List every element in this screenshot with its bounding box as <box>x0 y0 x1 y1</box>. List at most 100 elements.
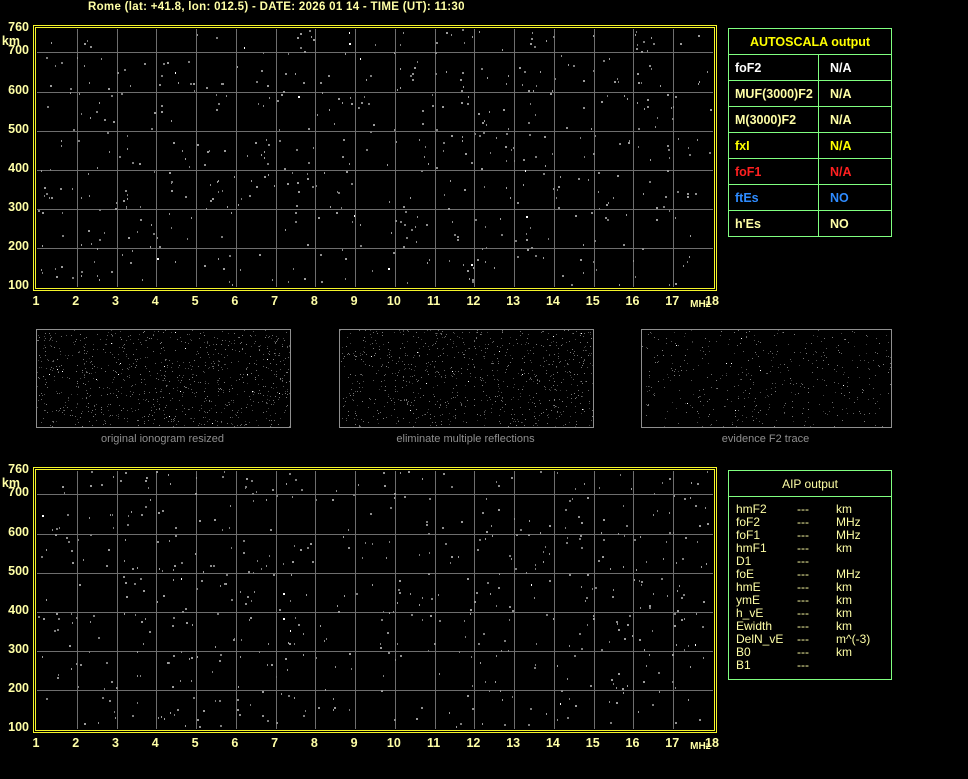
thumbnail-noise-dot <box>888 372 889 373</box>
thumbnail-noise-dot <box>708 363 709 364</box>
thumbnail-noise-dot <box>96 404 97 405</box>
x-tick-label: 17 <box>665 736 680 750</box>
thumbnail-noise-dot <box>737 345 738 346</box>
thumbnail-noise-dot <box>418 380 419 381</box>
thumbnail-noise-dot <box>345 401 346 402</box>
thumbnail-noise-dot <box>398 421 399 422</box>
noise-dot <box>243 540 245 542</box>
thumbnail-noise-dot <box>74 344 75 345</box>
thumbnail-noise-dot <box>543 357 544 358</box>
thumbnail-noise-dot <box>740 379 741 380</box>
thumbnail-noise-dot <box>448 419 449 420</box>
thumbnail-noise-dot <box>289 346 290 347</box>
thumbnail-noise-dot <box>782 384 783 385</box>
thumbnail-noise-dot <box>268 337 269 338</box>
thumbnail-noise-dot <box>463 354 464 355</box>
noise-dot <box>387 164 388 166</box>
thumbnail-noise-dot <box>748 373 749 374</box>
thumbnail-noise-dot <box>498 361 499 362</box>
x-tick-label: 11 <box>427 294 441 308</box>
noise-dot <box>345 53 346 55</box>
thumbnail-noise-dot <box>752 411 753 412</box>
thumbnail-noise-dot <box>153 351 154 352</box>
noise-dot <box>266 499 267 501</box>
noise-dot <box>127 194 128 196</box>
thumbnail-noise-dot <box>731 401 732 402</box>
thumbnail-noise-dot <box>573 333 574 334</box>
noise-dot <box>220 585 221 587</box>
noise-dot <box>290 600 291 602</box>
thumbnail-noise-dot <box>738 385 739 386</box>
thumbnail-noise-dot <box>67 358 68 359</box>
thumbnail-noise-dot <box>242 335 243 336</box>
thumbnail-noise-dot <box>283 360 284 361</box>
noise-dot <box>403 32 404 34</box>
noise-dot <box>461 102 463 104</box>
thumbnail-noise-dot <box>435 376 436 377</box>
noise-dot <box>626 525 628 527</box>
thumbnail-noise-dot <box>490 338 491 339</box>
thumbnail-noise-dot <box>254 363 255 364</box>
thumbnail-noise-dot <box>562 338 563 339</box>
thumbnail-noise-dot <box>267 346 268 347</box>
thumbnail-noise-dot <box>766 373 767 374</box>
noise-dot <box>620 474 621 476</box>
thumbnail-noise-dot <box>417 381 418 382</box>
thumbnail-noise-dot <box>360 374 361 375</box>
thumbnail-noise-dot <box>232 424 233 425</box>
thumbnail-noise-dot <box>567 372 568 373</box>
thumbnail-noise-dot <box>205 417 206 418</box>
noise-dot <box>153 233 155 235</box>
noise-dot <box>310 543 312 545</box>
thumbnail-noise-dot <box>165 380 166 381</box>
thumbnail-noise-dot <box>426 363 427 364</box>
thumbnail-noise-dot <box>209 345 210 346</box>
thumbnail-noise-dot <box>845 339 846 340</box>
noise-dot <box>540 71 541 73</box>
thumbnail-noise-dot <box>681 370 682 371</box>
noise-dot <box>360 224 361 226</box>
noise-dot <box>669 478 671 480</box>
thumbnail-noise-dot <box>857 399 858 400</box>
thumbnail-noise-dot <box>794 352 795 353</box>
y-gridline <box>37 92 713 93</box>
thumbnail-noise-dot <box>754 409 755 410</box>
thumbnail-noise-dot <box>833 407 834 408</box>
noise-dot <box>42 245 43 247</box>
thumbnail-noise-dot <box>583 409 584 410</box>
thumbnail-noise-dot <box>403 380 404 381</box>
thumbnail-noise-dot <box>159 409 160 410</box>
noise-dot <box>461 521 463 523</box>
noise-dot <box>46 549 47 551</box>
noise-dot <box>251 480 253 482</box>
thumbnail-noise-dot <box>513 387 514 388</box>
thumbnail-noise-dot <box>411 364 412 365</box>
noise-dot <box>171 182 172 184</box>
thumbnail-noise-dot <box>646 386 647 387</box>
thumbnail-noise-dot <box>500 409 501 410</box>
thumbnail-noise-dot <box>465 406 466 407</box>
noise-dot <box>221 236 223 238</box>
y-tick-label: 100 <box>8 720 29 734</box>
thumbnail-noise-dot <box>868 399 869 400</box>
thumbnail-noise-dot <box>553 405 554 406</box>
thumbnail-noise-dot <box>477 420 478 421</box>
thumbnail-noise-dot <box>364 352 365 353</box>
noise-dot <box>635 276 636 278</box>
thumbnail-noise-dot <box>263 359 264 360</box>
noise-dot <box>227 206 228 208</box>
noise-dot <box>341 207 342 209</box>
noise-dot <box>38 210 40 212</box>
noise-dot <box>641 581 643 583</box>
thumbnail-noise-dot <box>371 356 372 357</box>
thumbnail-noise-dot <box>555 426 556 427</box>
thumbnail-noise-dot <box>39 337 40 338</box>
thumbnail-noise-dot <box>84 350 85 351</box>
noise-dot <box>185 608 187 610</box>
thumbnail-noise-dot <box>58 411 59 412</box>
thumbnail-noise-dot <box>484 412 485 413</box>
noise-dot <box>428 650 429 652</box>
noise-dot <box>534 46 536 48</box>
noise-dot <box>638 146 639 148</box>
thumbnail-noise-dot <box>145 384 146 385</box>
